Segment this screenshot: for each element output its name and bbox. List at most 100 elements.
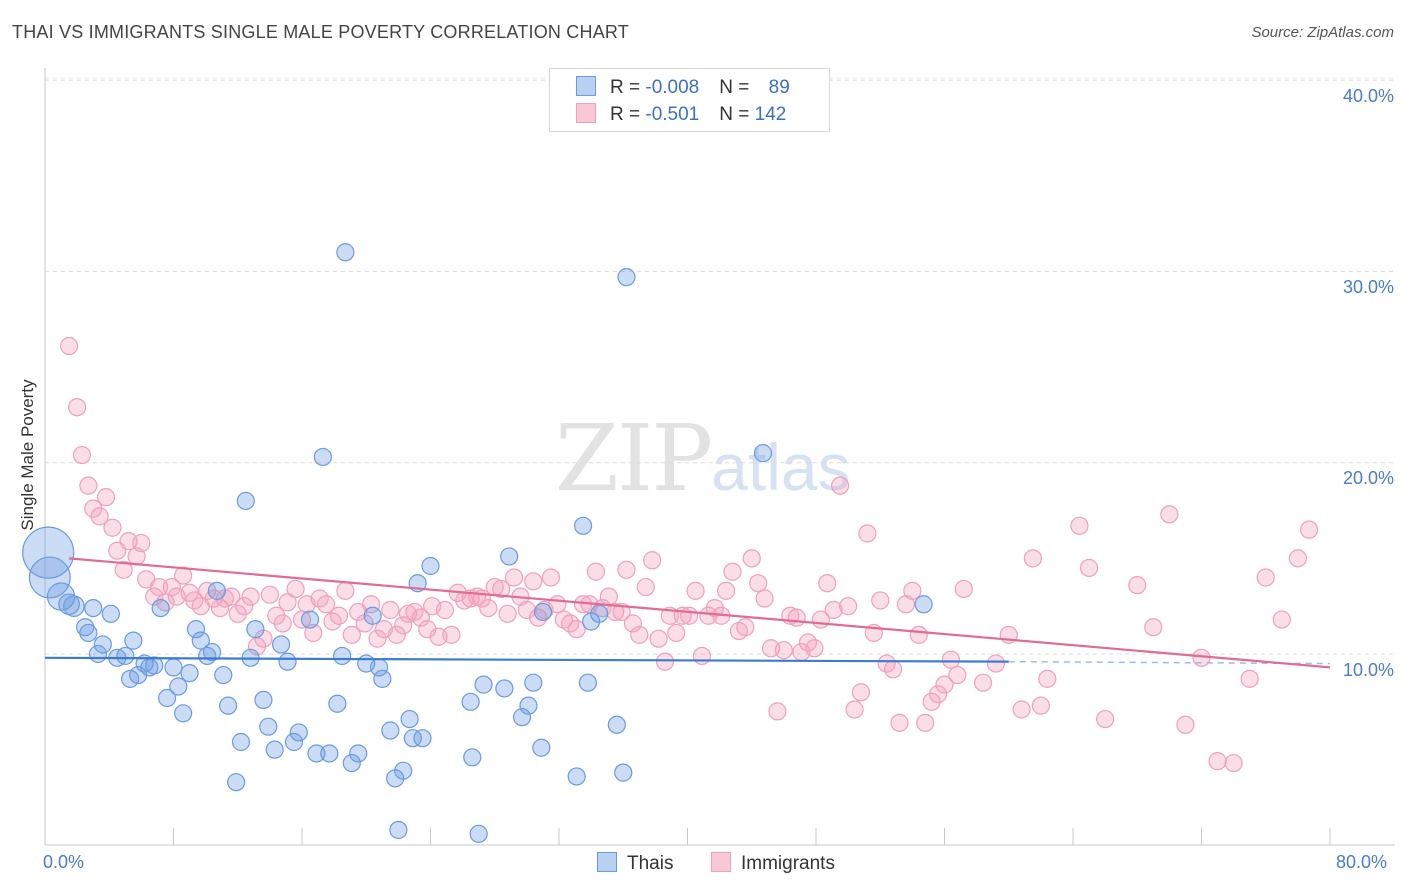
axes — [44, 68, 1395, 846]
immigrants-point-78 — [541, 568, 561, 587]
immigrants-point-141 — [941, 650, 961, 669]
immigrants-point-122 — [818, 574, 837, 593]
immigrants-point-96 — [655, 652, 675, 671]
thais-r-value: -0.008 — [645, 77, 700, 98]
immigrants-point-144 — [973, 673, 993, 692]
immigrants-point-82 — [567, 620, 586, 639]
thais-point-19 — [151, 598, 170, 618]
immigrants-point-87 — [599, 587, 618, 606]
thais-point-83 — [614, 763, 633, 782]
immigrants-point-46 — [342, 625, 361, 644]
immigrants-point-35 — [273, 614, 292, 633]
immigrants-trend-line — [68, 557, 1331, 669]
thais-point-30 — [214, 665, 233, 685]
thais-point-38 — [259, 717, 278, 736]
immigrants-point-93 — [636, 577, 655, 597]
immigrants-n-label: N = — [719, 104, 755, 125]
immigrants-point-33 — [260, 585, 279, 604]
immigrants-point-88 — [606, 602, 625, 622]
immigrants-point-49 — [361, 595, 381, 614]
immigrants-point-152 — [1079, 558, 1099, 578]
thais-point-85 — [753, 444, 773, 463]
y-axis-title: Single Male Poverty — [18, 379, 37, 531]
thais-point-73 — [519, 696, 538, 715]
thais-point-21 — [164, 658, 183, 677]
immigrants-point-155 — [1144, 618, 1163, 637]
legend-row-thais: R = -0.008 N = 89 — [576, 76, 790, 99]
immigrants-point-150 — [1038, 669, 1057, 688]
immigrants-point-123 — [824, 600, 843, 620]
thais-legend-swatch — [597, 852, 617, 872]
thais-point-26 — [191, 631, 210, 650]
thais-point-0 — [22, 526, 75, 579]
immigrants-point-136 — [909, 625, 928, 644]
thais-point-84 — [617, 268, 636, 287]
thais-point-47 — [320, 744, 339, 763]
x-tick-label-max: 80.0% — [1336, 852, 1388, 872]
immigrants-point-142 — [948, 665, 967, 685]
immigrants-point-154 — [1128, 576, 1147, 595]
thais-point-68 — [469, 824, 488, 843]
immigrants-point-133 — [890, 713, 909, 732]
thais-point-14 — [124, 631, 143, 650]
y-tick-label-30: 30.0% — [1342, 277, 1394, 297]
immigrants-point-91 — [623, 614, 642, 633]
immigrants-point-109 — [736, 618, 755, 637]
thais-point-72 — [512, 708, 532, 727]
thais-r-label: R = — [610, 77, 646, 98]
thais-point-81 — [590, 604, 609, 623]
immigrants-swatch — [576, 103, 596, 123]
immigrants-point-100 — [680, 606, 699, 625]
immigrants-point-1 — [68, 398, 87, 417]
trend-lines — [44, 557, 1331, 669]
immigrants-point-2 — [72, 445, 92, 465]
thais-point-31 — [219, 696, 238, 715]
thais-point-5 — [76, 618, 95, 637]
zipatlas-watermark: ZIPatlas — [555, 405, 851, 512]
thais-point-36 — [246, 620, 265, 639]
thais-point-41 — [278, 652, 297, 671]
immigrants-point-7 — [103, 518, 122, 537]
thais-point-66 — [461, 692, 480, 711]
immigrants-point-90 — [617, 560, 636, 579]
immigrants-point-94 — [643, 551, 662, 570]
immigrants-point-162 — [1256, 568, 1275, 587]
thais-point-57 — [381, 721, 400, 740]
immigrants-point-54 — [394, 616, 413, 635]
immigrants-point-128 — [858, 524, 877, 543]
x-tick-label-min: 0.0% — [43, 852, 85, 872]
thais-point-56 — [373, 669, 392, 688]
thais-point-4 — [63, 595, 85, 617]
thais-point-12 — [116, 646, 135, 666]
immigrants-point-62 — [442, 625, 461, 644]
thais-point-34 — [236, 491, 255, 511]
thais-point-71 — [500, 547, 519, 566]
thais-point-75 — [532, 738, 551, 757]
immigrants-n-value: 142 — [754, 104, 787, 125]
immigrants-point-44 — [329, 606, 349, 625]
immigrants-point-37 — [286, 579, 305, 599]
thais-point-77 — [567, 767, 586, 786]
immigrants-point-50 — [368, 629, 387, 648]
immigrants-legend-swatch — [711, 852, 731, 872]
immigrants-point-3 — [79, 476, 98, 495]
immigrants-point-127 — [851, 683, 871, 702]
immigrants-point-148 — [1023, 549, 1042, 568]
immigrants-point-107 — [723, 562, 742, 581]
immigrants-point-5 — [90, 507, 109, 526]
immigrants-point-115 — [774, 641, 793, 660]
thais-legend-label: Thais — [627, 853, 674, 874]
immigrants-point-140 — [935, 675, 954, 694]
thais-points — [22, 243, 933, 843]
thais-point-51 — [342, 753, 361, 773]
immigrants-point-75 — [524, 572, 543, 591]
thais-point-33 — [231, 732, 251, 752]
thais-point-46 — [313, 447, 332, 467]
thais-point-6 — [79, 623, 98, 643]
immigrants-point-153 — [1096, 709, 1115, 729]
thais-point-43 — [289, 723, 308, 742]
immigrants-point-161 — [1240, 669, 1259, 688]
immigrants-point-117 — [787, 608, 806, 627]
thais-point-61 — [400, 709, 419, 729]
